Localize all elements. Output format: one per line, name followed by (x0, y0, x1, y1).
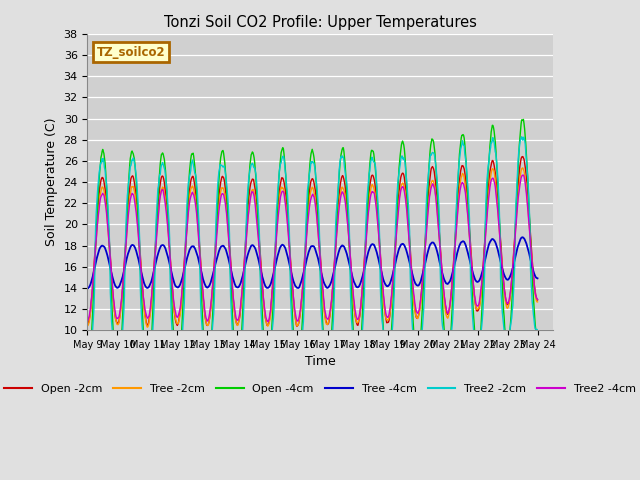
Tree2 -2cm (219, 164, 227, 170)
Tree -4cm (136, 265, 144, 271)
Open -2cm (293, 324, 301, 329)
Open -4cm (294, 372, 301, 377)
Tree -2cm (84, 323, 92, 329)
Tree2 -2cm (136, 283, 144, 289)
Tree -4cm (241, 261, 249, 267)
Open -4cm (259, 311, 266, 316)
Tree -2cm (136, 257, 144, 263)
Line: Tree -4cm: Tree -4cm (88, 237, 538, 288)
Tree2 -4cm (259, 285, 266, 291)
Tree2 -4cm (84, 317, 92, 323)
Open -2cm (384, 320, 392, 325)
Open -4cm (84, 370, 92, 376)
Tree -4cm (534, 276, 541, 281)
Tree2 -4cm (219, 191, 227, 197)
Open -4cm (359, 306, 367, 312)
X-axis label: Time: Time (305, 355, 335, 369)
Y-axis label: Soil Temperature (C): Soil Temperature (C) (45, 118, 58, 246)
Open -2cm (84, 321, 92, 327)
Tree2 -4cm (241, 249, 249, 255)
Tree -2cm (220, 186, 227, 192)
Line: Tree -2cm: Tree -2cm (88, 168, 538, 327)
Open -4cm (219, 148, 227, 154)
Tree2 -4cm (534, 297, 541, 302)
Line: Open -4cm: Open -4cm (88, 120, 538, 374)
Open -2cm (259, 281, 266, 287)
Line: Tree2 -4cm: Tree2 -4cm (88, 175, 538, 322)
Open -4cm (136, 267, 144, 273)
Open -4cm (520, 117, 527, 122)
Tree -4cm (259, 274, 266, 280)
Open -2cm (241, 242, 249, 248)
Open -4cm (384, 364, 392, 370)
Tree2 -4cm (520, 172, 527, 178)
Tree -4cm (383, 283, 391, 289)
Open -2cm (518, 154, 526, 159)
Line: Open -2cm: Open -2cm (88, 156, 538, 326)
Open -2cm (136, 251, 144, 257)
Open -2cm (534, 297, 541, 303)
Title: Tonzi Soil CO2 Profile: Upper Temperatures: Tonzi Soil CO2 Profile: Upper Temperatur… (164, 15, 476, 30)
Tree2 -2cm (518, 134, 525, 140)
Tree -2cm (242, 240, 250, 246)
Tree2 -2cm (359, 324, 367, 330)
Tree2 -4cm (359, 282, 367, 288)
Tree2 -2cm (84, 360, 92, 366)
Tree2 -4cm (136, 258, 144, 264)
Tree -2cm (384, 317, 392, 323)
Tree2 -4cm (264, 319, 272, 324)
Tree -2cm (359, 283, 367, 288)
Legend: Open -2cm, Tree -2cm, Open -4cm, Tree -4cm, Tree2 -2cm, Tree2 -4cm: Open -2cm, Tree -2cm, Open -4cm, Tree -4… (0, 380, 640, 399)
Tree -4cm (358, 275, 366, 281)
Open -2cm (359, 281, 367, 287)
Open -2cm (219, 174, 227, 180)
Line: Tree2 -2cm: Tree2 -2cm (88, 137, 538, 367)
Tree2 -2cm (534, 328, 541, 334)
Tree2 -2cm (264, 364, 272, 370)
Tree -4cm (519, 234, 527, 240)
Tree -2cm (259, 293, 267, 299)
Tree2 -2cm (259, 329, 266, 335)
Tree2 -2cm (384, 357, 392, 362)
Tree -2cm (143, 324, 151, 330)
Tree -2cm (519, 165, 527, 171)
Open -4cm (241, 252, 249, 258)
Tree -4cm (219, 243, 227, 249)
Tree2 -4cm (384, 314, 392, 320)
Tree -2cm (534, 299, 541, 305)
Tree2 -2cm (241, 243, 249, 249)
Tree -4cm (84, 286, 92, 291)
Text: TZ_soilco2: TZ_soilco2 (97, 46, 165, 59)
Open -4cm (534, 334, 541, 340)
